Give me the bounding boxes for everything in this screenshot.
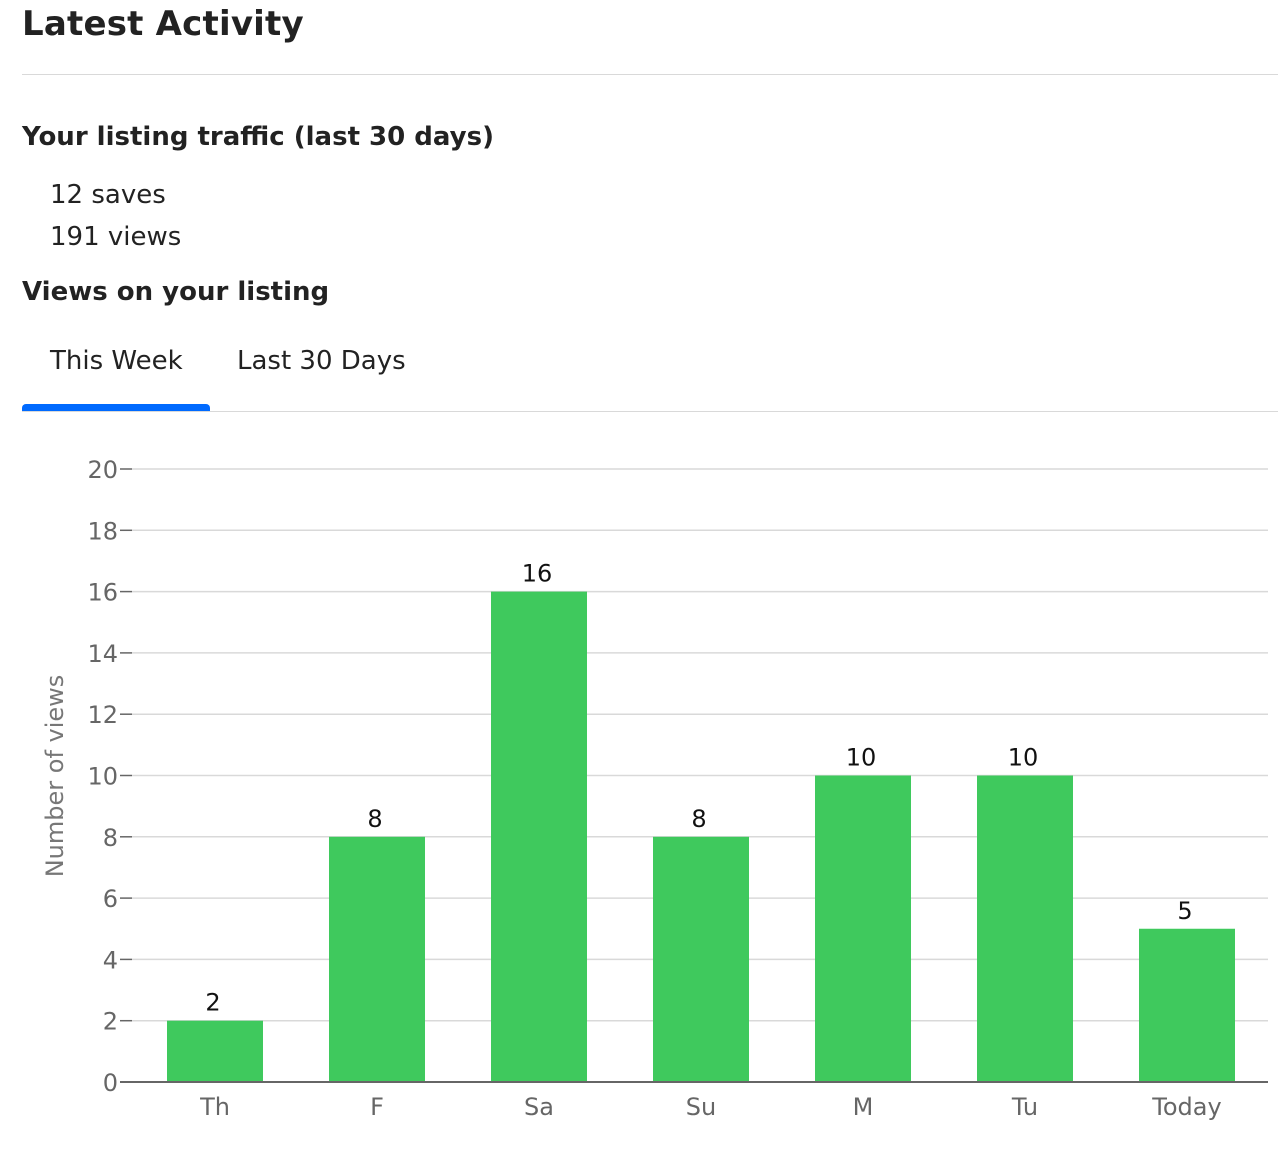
bar-m bbox=[815, 775, 911, 1082]
bar-value-label: 10 bbox=[846, 744, 877, 772]
y-tick-label: 4 bbox=[103, 946, 118, 974]
bar-f bbox=[329, 836, 425, 1082]
active-tab-indicator bbox=[22, 404, 210, 411]
views-heading: Views on your listing bbox=[22, 277, 330, 307]
y-axis-title: Number of views bbox=[41, 675, 69, 878]
tab-this-week[interactable]: This Week bbox=[50, 346, 183, 376]
y-tick-label: 2 bbox=[103, 1008, 118, 1036]
x-tick-label: Sa bbox=[524, 1093, 554, 1121]
x-tick-label: Su bbox=[686, 1093, 716, 1121]
bar-value-label: 5 bbox=[1177, 897, 1192, 925]
bar-value-label: 8 bbox=[691, 805, 706, 833]
y-tick-label: 10 bbox=[87, 763, 118, 791]
y-tick-label: 0 bbox=[103, 1069, 118, 1097]
y-tick-label: 18 bbox=[87, 517, 118, 545]
page-title: Latest Activity bbox=[22, 4, 304, 44]
saves-count: 12 saves bbox=[50, 180, 166, 210]
views-tabs: This Week Last 30 Days bbox=[22, 340, 1278, 412]
x-tick-label: Today bbox=[1151, 1093, 1221, 1121]
bar-value-label: 8 bbox=[367, 805, 382, 833]
x-tick-label: Th bbox=[199, 1093, 230, 1121]
x-tick-label: F bbox=[370, 1093, 384, 1121]
bar-value-label: 16 bbox=[522, 560, 553, 588]
traffic-heading: Your listing traffic (last 30 days) bbox=[22, 122, 494, 152]
title-divider bbox=[22, 74, 1278, 75]
bar-su bbox=[653, 836, 749, 1082]
bar-th bbox=[167, 1020, 263, 1082]
y-tick-label: 14 bbox=[87, 640, 118, 668]
bar-sa bbox=[491, 591, 587, 1082]
bar-tu bbox=[977, 775, 1073, 1082]
y-tick-label: 12 bbox=[87, 701, 118, 729]
bar-today bbox=[1139, 928, 1235, 1082]
y-tick-label: 20 bbox=[87, 456, 118, 484]
views-count: 191 views bbox=[50, 222, 182, 252]
bar-value-label: 2 bbox=[205, 989, 220, 1017]
x-tick-label: Tu bbox=[1011, 1093, 1038, 1121]
y-tick-label: 8 bbox=[103, 824, 118, 852]
bar-value-label: 10 bbox=[1008, 744, 1039, 772]
tab-last-30-days[interactable]: Last 30 Days bbox=[237, 346, 406, 376]
tabs-divider bbox=[22, 411, 1278, 412]
y-tick-label: 16 bbox=[87, 579, 118, 607]
y-tick-label: 6 bbox=[103, 885, 118, 913]
x-tick-label: M bbox=[853, 1093, 874, 1121]
